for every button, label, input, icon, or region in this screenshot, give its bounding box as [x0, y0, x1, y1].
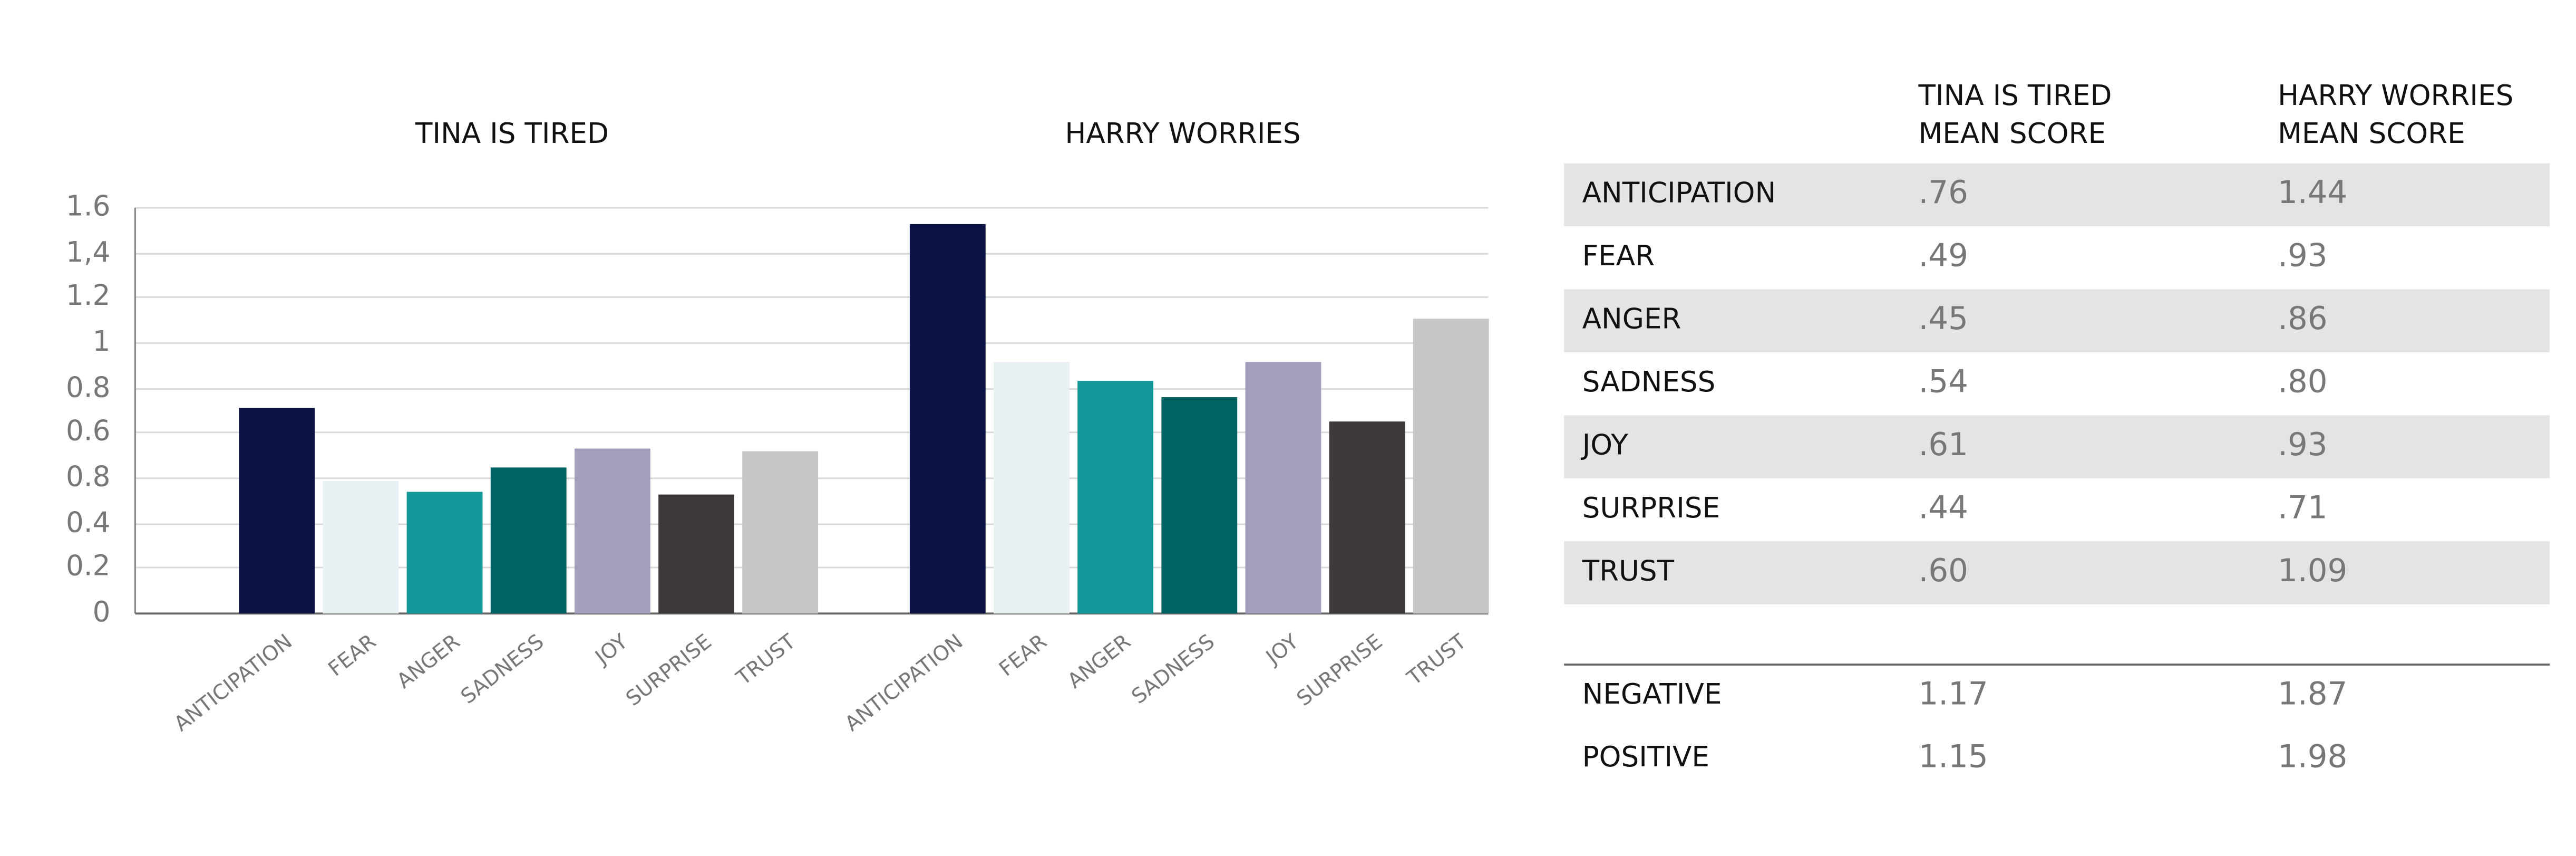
y-tick-label: 0.8: [66, 371, 111, 403]
row-label: SADNESS: [1582, 366, 1716, 398]
cell-value: .71: [2278, 489, 2327, 526]
x-tick-label: SADNESS: [456, 630, 548, 709]
row-band: [1564, 415, 2550, 478]
bar: [239, 408, 315, 614]
row-label: ANTICIPATION: [1582, 177, 1776, 209]
x-tick-label: SADNESS: [1127, 630, 1219, 709]
y-tick-label: 0.6: [66, 414, 111, 447]
column-header: MEAN SCORE: [2278, 117, 2465, 150]
cell-value: .93: [2278, 427, 2327, 463]
total-value: 1.15: [1918, 739, 1988, 775]
x-tick-label: ANTICIPATION: [841, 630, 968, 736]
bar: [574, 448, 650, 614]
row-band: [1564, 289, 2550, 352]
total-value: 1.87: [2278, 676, 2347, 713]
bar: [1245, 362, 1321, 614]
bar: [994, 362, 1070, 614]
bar: [323, 480, 399, 614]
y-tick-label: 0.8: [66, 460, 111, 493]
x-tick-label: JOY: [590, 630, 633, 670]
bar: [1329, 421, 1405, 614]
cell-value: 1.09: [2278, 553, 2347, 589]
row-label: ANGER: [1582, 303, 1681, 335]
total-value: 1.98: [2278, 739, 2347, 775]
cell-value: .44: [1918, 489, 1968, 526]
x-tick-label: ANTICIPATION: [170, 630, 297, 736]
bar: [658, 494, 734, 614]
y-tick-label: 1: [93, 325, 111, 358]
y-tick-label: 0: [93, 595, 111, 628]
group-title: TINA IS TIRED: [415, 117, 609, 150]
cell-value: .76: [1918, 175, 1968, 211]
cell-value: .93: [2278, 238, 2327, 274]
bar: [742, 451, 819, 614]
cell-value: .54: [1918, 364, 1968, 400]
y-tick-label: 1.2: [66, 279, 111, 312]
x-tick-label: TRUST: [1403, 630, 1471, 690]
bar: [490, 467, 567, 614]
cell-value: .86: [2278, 301, 2327, 337]
y-tick-label: 1.6: [66, 190, 111, 223]
cell-value: .60: [1918, 553, 1968, 589]
bar: [406, 492, 483, 614]
y-tick-label: 0.4: [66, 506, 111, 539]
row-band: [1564, 541, 2550, 604]
x-tick-label: JOY: [1261, 630, 1304, 670]
cell-value: 1.44: [2278, 175, 2347, 211]
row-band: [1564, 163, 2550, 227]
x-tick-label: SURPRISE: [621, 630, 716, 711]
column-header: HARRY WORRIES: [2278, 79, 2513, 112]
y-tick-label: 0.2: [66, 550, 111, 582]
x-tick-label: TRUST: [732, 630, 800, 690]
cell-value: .61: [1918, 427, 1968, 463]
bar: [909, 224, 986, 614]
x-tick-label: SURPRISE: [1292, 630, 1387, 711]
x-tick-label: FEAR: [995, 630, 1051, 681]
x-tick-label: ANGER: [393, 630, 465, 693]
x-tick-label: ANGER: [1063, 630, 1135, 693]
x-tick-label: FEAR: [324, 630, 381, 681]
cell-value: .80: [2278, 364, 2327, 400]
row-label: SURPRISE: [1582, 492, 1720, 524]
cell-value: .49: [1918, 238, 1968, 274]
bar: [1413, 319, 1489, 614]
cell-value: .45: [1918, 301, 1968, 337]
y-tick-label: 1,4: [66, 236, 111, 268]
row-label: FEAR: [1582, 239, 1655, 272]
row-label: TRUST: [1582, 554, 1675, 587]
total-label: POSITIVE: [1582, 740, 1709, 773]
column-header: MEAN SCORE: [1918, 117, 2106, 150]
row-label: JOY: [1581, 428, 1629, 461]
group-title: HARRY WORRIES: [1065, 117, 1300, 150]
total-label: NEGATIVE: [1582, 678, 1722, 710]
bar: [1077, 381, 1154, 614]
total-value: 1.17: [1918, 676, 1988, 713]
column-header: TINA IS TIRED: [1918, 79, 2112, 112]
bar: [1161, 397, 1238, 614]
